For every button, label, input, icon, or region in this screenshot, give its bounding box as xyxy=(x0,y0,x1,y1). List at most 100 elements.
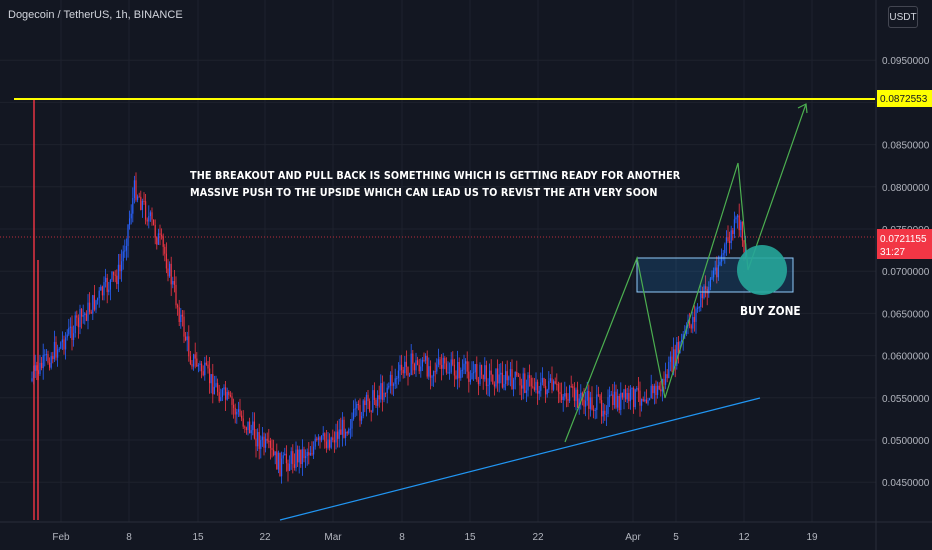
candle-body xyxy=(729,241,731,244)
candle-body xyxy=(231,396,233,405)
candle-body xyxy=(689,320,691,326)
candle-body xyxy=(119,264,121,272)
candle-body xyxy=(242,418,244,427)
candle-body xyxy=(457,361,459,379)
candle-body xyxy=(394,378,396,384)
candle-body xyxy=(178,307,180,323)
x-tick-label: 8 xyxy=(399,532,405,543)
candle-body xyxy=(39,362,41,375)
candle-body xyxy=(556,383,558,385)
candle-body xyxy=(730,230,732,244)
candle-body xyxy=(677,342,679,353)
candle-body xyxy=(186,336,188,341)
candle-body xyxy=(111,271,113,280)
candle-body xyxy=(327,439,329,448)
x-tick-label: 8 xyxy=(126,532,132,543)
candle-body xyxy=(458,361,460,379)
candle-body xyxy=(629,389,631,402)
candle-body xyxy=(418,364,420,372)
candle-body xyxy=(626,393,628,400)
candle-body xyxy=(197,365,199,367)
candle-body xyxy=(84,313,86,316)
candle-body xyxy=(297,449,299,463)
candle-body xyxy=(535,381,537,391)
candle-body xyxy=(68,327,70,335)
x-tick-label: Apr xyxy=(625,532,641,543)
x-tick-label: Feb xyxy=(52,532,70,543)
candle-body xyxy=(141,201,143,210)
candle-body xyxy=(644,399,646,402)
candle-body xyxy=(212,374,214,395)
candle-body xyxy=(164,246,166,254)
candle-body xyxy=(285,453,287,464)
candle-body xyxy=(135,180,137,200)
candle-body xyxy=(106,277,108,293)
candle-body xyxy=(516,371,518,376)
candle-body xyxy=(545,386,547,395)
candle-body xyxy=(466,361,468,372)
candle-body xyxy=(519,376,521,386)
candle-body xyxy=(274,451,276,456)
candle-body xyxy=(282,455,284,459)
candle-body xyxy=(713,270,715,278)
candle-body xyxy=(346,431,348,434)
candle-body xyxy=(125,245,127,251)
candle-body xyxy=(268,440,270,442)
candle-body xyxy=(95,300,97,310)
countdown-text: 31:27 xyxy=(880,247,905,258)
candle-body xyxy=(391,374,393,386)
candle-body xyxy=(511,369,513,390)
candle-body xyxy=(185,336,187,341)
candle-body xyxy=(733,219,735,234)
candle-body xyxy=(113,271,115,275)
candle-body xyxy=(695,308,697,322)
candle-body xyxy=(452,359,454,365)
candle-body xyxy=(557,384,559,392)
candle-body xyxy=(389,374,391,386)
candle-body xyxy=(572,386,574,389)
candle-body xyxy=(159,233,161,235)
candlestick-series xyxy=(31,98,747,520)
candle-body xyxy=(506,371,508,381)
candle-body xyxy=(476,364,478,380)
candle-body xyxy=(553,381,555,390)
candle-body xyxy=(386,387,388,393)
candle-body xyxy=(236,411,238,415)
resistance-tag xyxy=(877,90,932,107)
candle-body xyxy=(681,339,683,342)
candle-body xyxy=(49,362,51,368)
candle-body xyxy=(540,382,542,391)
candle-body xyxy=(407,366,409,376)
candle-body xyxy=(247,421,249,431)
currency-button[interactable]: USDT xyxy=(888,6,918,28)
candle-body xyxy=(108,289,110,293)
candle-body xyxy=(98,290,100,299)
candle-body xyxy=(402,369,404,374)
candle-body xyxy=(73,333,75,341)
candle-body xyxy=(719,261,721,265)
candle-body xyxy=(63,339,65,350)
candle-body xyxy=(436,364,438,372)
candle-body xyxy=(253,421,255,439)
candle-body xyxy=(372,390,374,412)
candle-body xyxy=(682,334,684,340)
projection-arrowhead xyxy=(797,103,808,114)
candle-body xyxy=(42,354,44,369)
candle-body xyxy=(89,302,91,312)
candle-body xyxy=(537,381,539,394)
time-axis[interactable]: Feb 8 15 22 Mar 8 15 22 Apr 5 12 19 xyxy=(0,521,932,543)
candle-body xyxy=(92,295,94,314)
price-axis[interactable]: 0.09500000.09000000.08500000.08000000.07… xyxy=(875,0,930,550)
candle-body xyxy=(591,397,593,410)
candle-body xyxy=(81,309,83,317)
candle-body xyxy=(177,305,179,308)
candle-body xyxy=(133,180,135,198)
candle-body xyxy=(193,354,195,367)
candle-body xyxy=(359,405,361,421)
resistance-tag-text: 0.0872553 xyxy=(880,94,928,105)
y-tick-label: 0.0450000 xyxy=(882,478,930,489)
candle-body xyxy=(450,359,452,373)
candle-body xyxy=(276,451,278,470)
candle-body xyxy=(271,448,273,450)
